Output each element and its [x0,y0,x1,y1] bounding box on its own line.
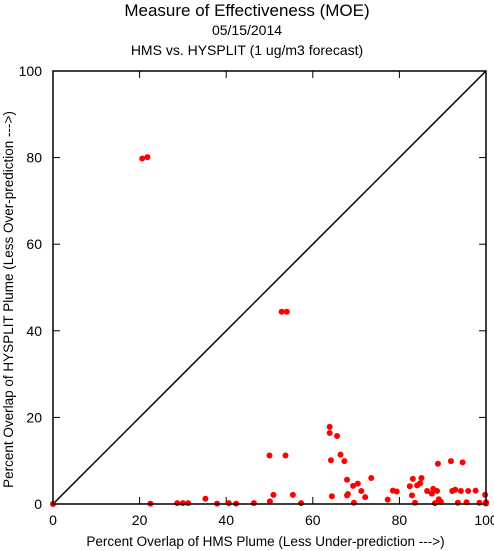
data-point [362,494,369,501]
x-tick-label: 60 [305,512,321,528]
data-point [179,500,186,507]
data-point [424,488,431,495]
data-point [202,495,209,502]
x-tick-label: 80 [392,512,408,528]
data-point [298,500,305,507]
data-point [328,493,335,500]
data-point [406,483,413,490]
y-axis-label: Percent Overlap of HYSPLIT Plume (Less O… [1,111,16,488]
data-point [447,458,454,465]
data-point [326,429,333,436]
y-tick-label: 40 [26,323,42,339]
data-point [472,487,479,494]
data-point [289,491,296,498]
data-point [283,308,290,315]
data-point [326,423,333,430]
data-point [278,308,285,315]
plot-frame [52,70,487,505]
data-point [417,480,424,487]
data-point [282,452,289,459]
data-point [250,500,257,507]
data-point [344,491,351,498]
data-point [457,488,464,495]
data-point [434,488,441,495]
data-point [185,500,192,507]
data-point [144,154,151,161]
data-point [334,433,341,440]
chart-title: Measure of Effectiveness (MOE) [124,1,370,20]
data-point [384,496,391,503]
x-tick-label: 40 [218,512,234,528]
data-point [476,499,483,506]
data-point [327,457,334,464]
data-point [225,500,232,507]
data-points [50,154,489,507]
y-tick-label: 80 [26,150,42,166]
y-tick-label: 60 [26,236,42,252]
x-tick-label: 100 [474,512,494,528]
data-point [482,491,489,498]
data-point [454,499,461,506]
x-tick-labels: 0 20 40 60 80 100 [49,512,494,528]
data-point [408,492,415,499]
x-axis-label: Percent Overlap of HMS Plume (Less Under… [86,534,444,549]
data-point [368,475,375,482]
data-point [358,488,365,495]
x-tick-label: 20 [132,512,148,528]
y-tick-labels: 0 20 40 60 80 100 [19,63,43,512]
data-point [465,488,472,495]
data-point [270,491,277,498]
data-point [459,459,466,466]
y-tick-label: 100 [19,63,43,79]
data-point [341,458,348,465]
data-point [452,486,459,493]
y-tick-label: 0 [34,496,42,512]
data-point [266,452,273,459]
x-tick-label: 0 [49,512,57,528]
data-point [350,499,357,506]
data-point [337,451,344,458]
data-point [139,155,146,162]
data-point [418,475,425,482]
data-point [428,490,435,497]
chart-date: 05/15/2014 [211,22,283,38]
data-point [411,499,418,506]
chart-subtitle: HMS vs. HYSPLIT (1 ug/m3 forecast) [130,42,364,58]
data-point [344,476,351,483]
data-point [174,500,181,507]
data-point [393,488,400,495]
y-tick-label: 20 [26,409,42,425]
data-point [354,480,361,487]
data-point [434,460,441,467]
data-point [266,498,273,505]
reference-diagonal-line [52,70,487,505]
data-point [350,482,357,489]
data-point [409,475,416,482]
